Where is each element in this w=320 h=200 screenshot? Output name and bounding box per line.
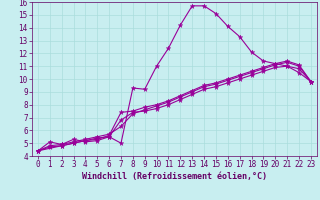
X-axis label: Windchill (Refroidissement éolien,°C): Windchill (Refroidissement éolien,°C) — [82, 172, 267, 181]
